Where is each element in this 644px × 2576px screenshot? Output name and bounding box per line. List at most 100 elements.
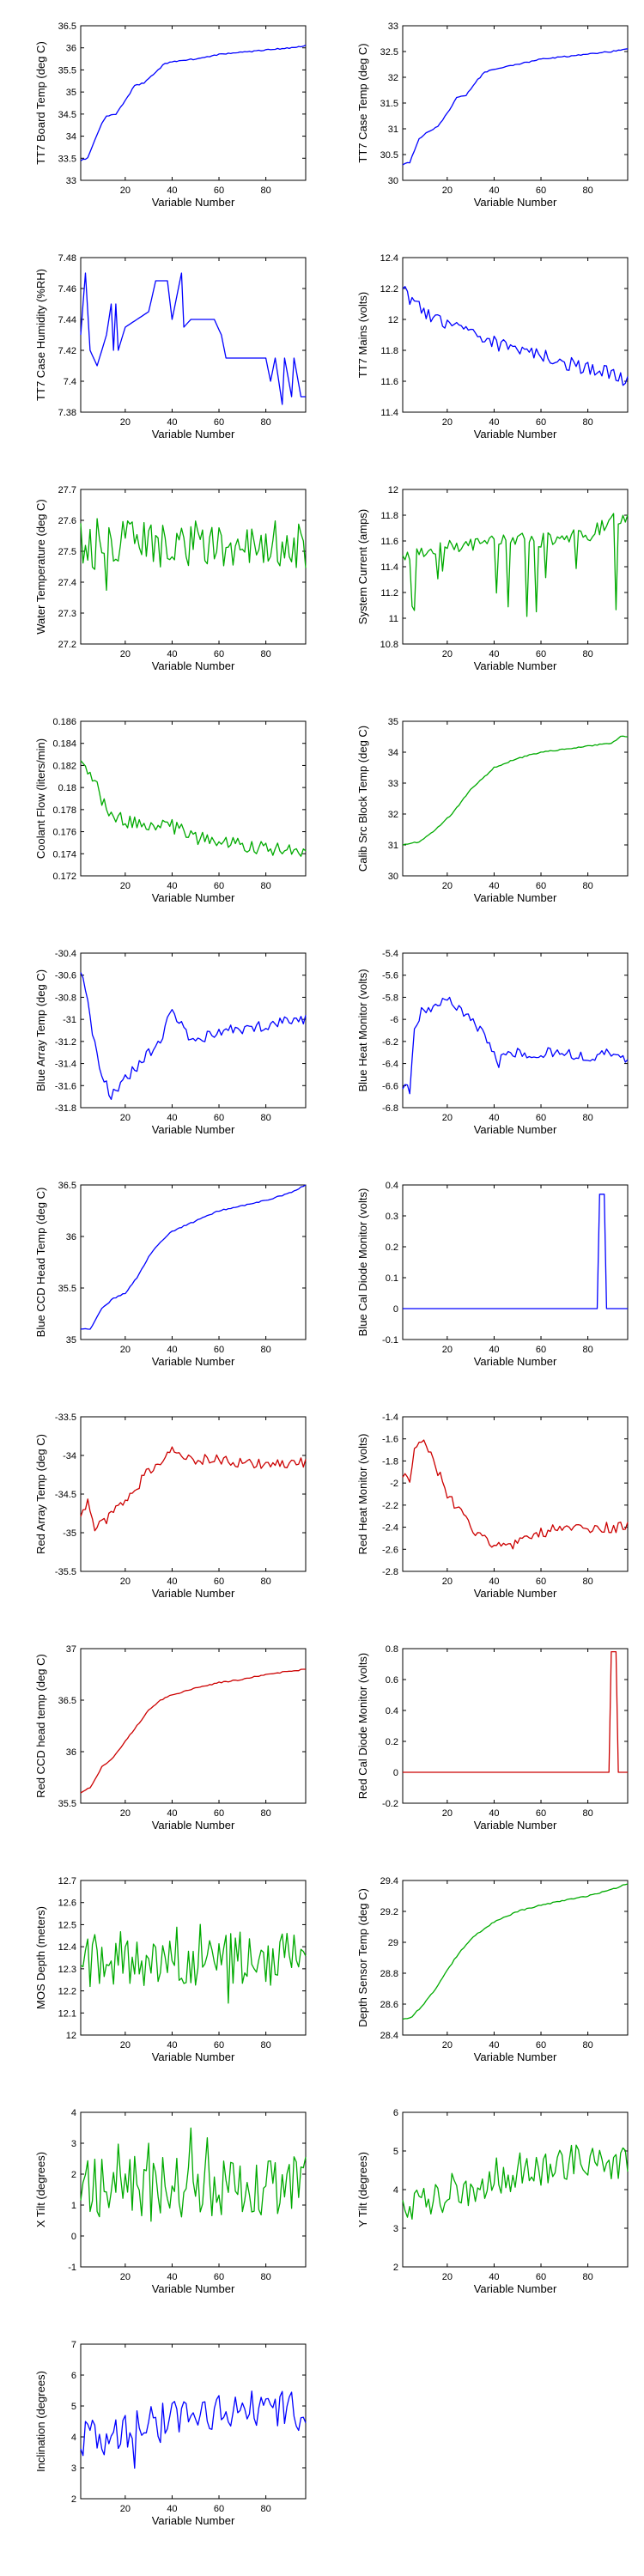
x-tick-label: 60 [214, 1577, 224, 1587]
plot-area [80, 257, 307, 413]
y-tick-label: 33 [66, 176, 76, 186]
x-tick-label: 40 [489, 881, 499, 891]
x-axis-label: Variable Number [152, 2514, 235, 2527]
x-tick-label: 20 [442, 1345, 453, 1355]
y-tick-label: 32 [388, 810, 398, 820]
series-line [80, 972, 307, 1100]
chart-panel: -0.2 0 0.2 0.4 0.6 0.8 20 40 60 80 Variable Number… [322, 1623, 644, 1855]
series-line [403, 1194, 628, 1309]
y-tick-label: 0.2 [386, 1737, 398, 1747]
chart-panel: 30 31 32 33 34 35 20 40 60 80 Variable Number Calib… [322, 696, 644, 927]
chart-panel: -6.8 -6.6 -6.4 -6.2 -6 -5.8 -5.6 -5.4 20 40 60 80 Va… [322, 927, 644, 1159]
x-tick-label: 40 [167, 649, 177, 659]
x-tick-label: 40 [167, 417, 177, 428]
x-tick-label: 80 [582, 417, 592, 428]
x-axis-label: Variable Number [152, 1355, 235, 1368]
chart-panel: 28.4 28.6 28.8 29 29.2 29.4 20 40 60 80 Variable N… [322, 1855, 644, 2087]
plot-area [402, 1648, 629, 1804]
chart-svg: 0.172 0.174 0.176 0.178 0.18 0.182 0.184 0.186 2… [34, 717, 307, 904]
chart-svg: 30 31 32 33 34 35 20 40 60 80 Variable Number Calib… [356, 717, 629, 904]
y-tick-label: 34 [66, 132, 76, 143]
series-line [402, 735, 629, 846]
y-tick-label: 35 [66, 88, 76, 98]
y-tick-label: 7.42 [58, 346, 76, 356]
x-tick-label: 80 [260, 1113, 270, 1123]
x-axis-label: Variable Number [474, 1587, 557, 1600]
y-axis-label: TT7 Mains (volts) [356, 292, 369, 378]
x-axis-label: Variable Number [152, 428, 235, 440]
x-tick-label: 80 [260, 2272, 270, 2282]
y-tick-label: -31.8 [55, 1103, 76, 1114]
y-tick-label: -30.6 [55, 971, 76, 981]
y-tick-label: 12.5 [58, 1920, 76, 1930]
series-line [402, 1883, 629, 2020]
y-axis-label: Water Temperature (deg C) [34, 499, 47, 635]
y-tick-label: 29.4 [380, 1876, 398, 1886]
y-tick-label: -34.5 [55, 1490, 76, 1500]
y-tick-label: 4 [393, 2185, 398, 2196]
y-tick-label: -34 [63, 1451, 76, 1461]
y-tick-label: 35 [66, 1335, 76, 1346]
y-tick-label: -31.2 [55, 1037, 76, 1048]
plot-area [402, 1880, 629, 2036]
y-tick-label: 0.18 [58, 783, 76, 793]
chart-svg: -31.8 -31.6 -31.4 -31.2 -31 -30.8 -30.6 -30.4 20… [34, 949, 307, 1136]
chart-svg: 2 3 4 5 6 7 20 40 60 80 Variable Number Inclination… [34, 2340, 307, 2527]
y-tick-label: 12.2 [380, 284, 398, 295]
x-tick-label: 20 [442, 1113, 453, 1123]
chart-panel: -1 0 1 2 3 4 20 40 60 80 Variable Number X Tilt (de… [0, 2087, 322, 2318]
plot-area [402, 257, 629, 413]
y-tick-label: 0.4 [386, 1706, 398, 1716]
plot-area [80, 2343, 307, 2500]
x-axis-label: Variable Number [152, 891, 235, 904]
series-line [80, 2391, 307, 2470]
x-tick-label: 80 [260, 1345, 270, 1355]
y-tick-label: 27.7 [58, 485, 76, 495]
x-tick-label: 20 [442, 2272, 453, 2282]
y-axis-label: System Current (amps) [356, 509, 369, 624]
y-tick-label: 11.8 [380, 346, 398, 356]
y-tick-label: 27.4 [58, 578, 76, 588]
y-tick-label: 35 [388, 717, 398, 727]
x-tick-label: 60 [214, 649, 224, 659]
y-axis-label: Coolant Flow (liters/min) [34, 738, 47, 859]
series-line [80, 45, 307, 161]
y-axis-label: Blue Cal Diode Monitor (volts) [356, 1188, 369, 1337]
x-tick-label: 60 [214, 2504, 224, 2514]
x-axis-label: Variable Number [152, 1123, 235, 1136]
x-tick-label: 80 [260, 2040, 270, 2050]
y-tick-label: 3 [71, 2464, 76, 2474]
y-tick-label: 30 [388, 872, 398, 882]
y-tick-label: -6.6 [382, 1081, 398, 1091]
y-tick-label: -1 [68, 2263, 76, 2273]
y-tick-label: 5 [71, 2402, 76, 2412]
x-tick-label: 80 [260, 2504, 270, 2514]
y-tick-label: 5 [393, 2147, 398, 2157]
y-tick-label: 0 [71, 2232, 76, 2242]
x-tick-label: 80 [582, 2272, 592, 2282]
y-tick-label: -35.5 [55, 1567, 76, 1577]
chart-panel: 0.172 0.174 0.176 0.178 0.18 0.182 0.184 0.186 2… [0, 696, 322, 927]
x-tick-label: 40 [167, 2040, 177, 2050]
x-axis-label: Variable Number [474, 1355, 557, 1368]
y-axis-label: Red Heat Monitor (volts) [356, 1434, 369, 1555]
chart-panel: -2.8 -2.6 -2.4 -2.2 -2 -1.8 -1.6 -1.4 20 40 60 80 Va… [322, 1391, 644, 1623]
x-tick-label: 40 [489, 1345, 499, 1355]
y-tick-label: -2.8 [382, 1567, 398, 1577]
series-line [80, 2127, 307, 2222]
series-line [80, 1923, 307, 2004]
series-line [402, 2144, 629, 2221]
chart-panel: 2 3 4 5 6 20 40 60 80 Variable Number Y Tilt (degr… [322, 2087, 644, 2318]
y-tick-label: 32.5 [380, 47, 398, 58]
series-line [402, 48, 629, 166]
y-tick-label: 7.4 [64, 377, 76, 387]
chart-svg: -6.8 -6.6 -6.4 -6.2 -6 -5.8 -5.6 -5.4 20 40 60 80 Va… [356, 949, 629, 1136]
y-tick-label: -6.2 [382, 1037, 398, 1048]
x-axis-label: Variable Number [474, 196, 557, 209]
y-tick-label: 27.2 [58, 640, 76, 650]
y-tick-label: 0.8 [386, 1644, 398, 1655]
y-tick-label: 6 [71, 2371, 76, 2381]
series-line [402, 1439, 629, 1550]
y-tick-label: -2.4 [382, 1523, 398, 1534]
plot-area [80, 25, 307, 181]
